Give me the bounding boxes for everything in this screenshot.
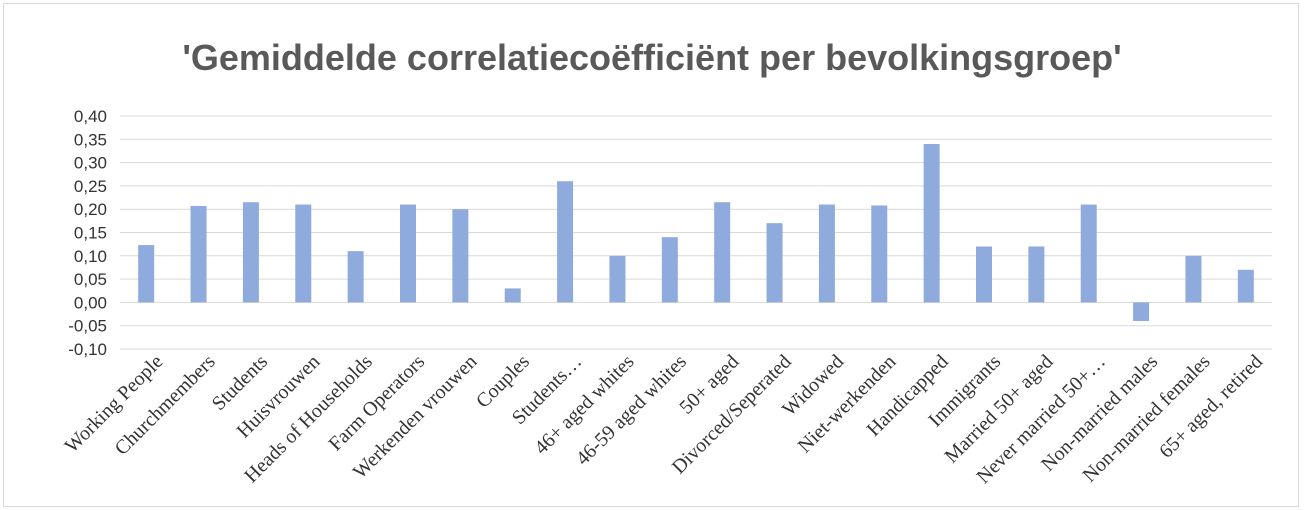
x-axis-ticks: Working PeopleChurchmembersStudentsHuisv…: [61, 350, 1267, 488]
bar: [714, 202, 731, 303]
bar: [976, 246, 992, 303]
y-tick-label: 0,10: [74, 247, 107, 266]
bar: [1133, 302, 1150, 322]
bar: [242, 202, 259, 303]
bar: [138, 245, 155, 303]
y-tick-label: 0,05: [74, 270, 107, 289]
bar: [347, 251, 364, 303]
bar: [504, 288, 521, 303]
y-tick-label: 0,35: [74, 130, 107, 149]
bar: [400, 204, 416, 303]
y-tick-label: 0,30: [74, 154, 107, 173]
y-tick-label: -0,05: [68, 317, 107, 336]
bar: [190, 205, 207, 303]
bar: [1237, 269, 1254, 303]
bar: [1185, 255, 1202, 303]
y-tick-label: -0,10: [68, 340, 107, 359]
y-tick-label: 0,40: [74, 107, 107, 126]
y-tick-label: 0,00: [74, 293, 107, 312]
chart-title: 'Gemiddelde correlatiecoëfficiënt per be…: [182, 37, 1122, 78]
y-tick-label: 0,15: [74, 224, 107, 243]
bar: [557, 181, 574, 303]
bar: [1028, 246, 1045, 303]
y-tick-label: 0,20: [74, 200, 107, 219]
bar: [766, 223, 783, 303]
bars: [138, 143, 1254, 322]
bar: [923, 143, 940, 303]
y-tick-label: 0,25: [74, 177, 107, 196]
bar: [661, 237, 678, 303]
gridlines: [120, 115, 1272, 350]
y-axis-ticks: 0,40 0,35 0,30 0,25 0,20 0,15 0,10 0,05 0,00 -0,0…: [68, 107, 107, 359]
bar: [295, 204, 312, 303]
bar: [871, 205, 888, 303]
bar: [1080, 204, 1097, 303]
bar: [609, 255, 626, 303]
bar: [452, 209, 469, 303]
bar: [818, 204, 835, 303]
